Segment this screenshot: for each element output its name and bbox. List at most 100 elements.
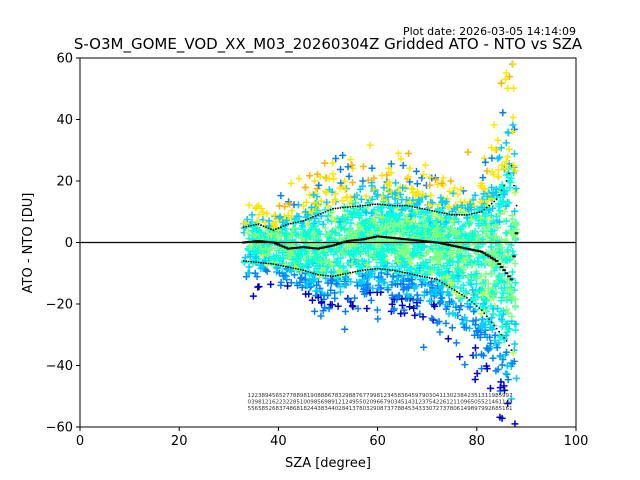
upper-stddev-marker — [475, 211, 478, 214]
scatter-point — [397, 310, 405, 318]
scatter-point — [304, 211, 312, 219]
count-label: 98 — [345, 393, 353, 399]
scatter-point — [347, 198, 355, 206]
scatter-point — [270, 211, 278, 219]
scatter-point — [299, 263, 307, 271]
lower-stddev-marker — [498, 330, 501, 333]
count-label: 90 — [310, 393, 318, 399]
lower-stddev-marker — [468, 299, 471, 301]
scatter-point — [248, 211, 256, 219]
scatter-point — [502, 139, 510, 147]
scatter-point — [507, 222, 515, 230]
upper-stddev-marker — [341, 206, 344, 209]
count-label: 36 — [401, 393, 409, 399]
scatter-point — [480, 217, 488, 225]
scatter-point — [378, 171, 386, 179]
scatter-point — [505, 73, 513, 81]
upper-stddev-marker — [309, 217, 312, 219]
count-label: 21 — [450, 400, 458, 406]
lower-stddev-marker — [292, 267, 295, 270]
scatter-point — [324, 202, 332, 210]
scatter-point — [306, 232, 314, 240]
count-label: 41 — [345, 406, 353, 412]
scatter-point — [448, 324, 456, 332]
scatter-point — [489, 354, 497, 362]
scatter-point — [506, 256, 514, 264]
scatter-point — [354, 221, 362, 229]
scatter-point — [474, 243, 482, 251]
scatter-point — [381, 215, 389, 223]
lower-stddev-marker — [337, 274, 339, 277]
lower-stddev-marker — [443, 283, 446, 285]
lower-stddev-marker — [287, 266, 290, 268]
scatter-point — [496, 153, 504, 161]
upper-stddev-marker — [282, 225, 285, 228]
scatter-point — [322, 189, 330, 197]
scatter-point — [263, 210, 271, 218]
lower-stddev-marker — [339, 273, 342, 276]
scatter-point — [411, 311, 419, 319]
scatter-point — [281, 203, 289, 211]
scatter-point — [414, 295, 422, 303]
scatter-point — [466, 303, 474, 311]
scatter-point — [474, 257, 482, 265]
scatter-point — [498, 414, 506, 422]
count-label: 12 — [248, 393, 255, 399]
scatter-point — [481, 323, 489, 331]
upper-stddev-marker — [480, 210, 483, 213]
scatter-point — [497, 144, 505, 152]
count-label: 61 — [457, 406, 465, 412]
scatter-point — [497, 244, 505, 252]
upper-stddev-marker — [272, 229, 275, 232]
scatter-point — [492, 233, 500, 241]
scatter-point — [246, 244, 254, 252]
count-label: 45 — [268, 393, 276, 399]
lower-stddev-marker — [242, 260, 245, 262]
scatter-point — [438, 270, 446, 278]
scatter-point — [322, 187, 330, 195]
scatter-point — [297, 274, 305, 282]
count-label: 96 — [464, 400, 472, 406]
scatter-point — [336, 288, 344, 296]
scatter-point — [387, 219, 395, 227]
lower-stddev-marker — [441, 281, 443, 284]
scatter-point — [454, 265, 462, 273]
scatter-point — [478, 204, 486, 212]
upper-stddev-marker — [262, 225, 265, 228]
scatter-point — [432, 233, 440, 241]
scatter-point — [241, 254, 249, 262]
lower-stddev-marker — [247, 260, 250, 263]
scatter-point — [313, 170, 321, 178]
count-label: 16 — [268, 400, 276, 406]
scatter-point — [387, 160, 395, 168]
scatter-point — [503, 305, 511, 313]
scatter-point — [484, 201, 492, 209]
lower-stddev-marker — [275, 263, 277, 266]
scatter-point — [418, 219, 426, 227]
scatter-point — [317, 258, 325, 266]
scatter-point — [442, 305, 450, 313]
scatter-point — [412, 167, 420, 175]
scatter-point — [408, 276, 416, 284]
scatter-point — [479, 174, 487, 182]
scatter-point — [339, 197, 347, 205]
scatter-point — [505, 145, 513, 153]
lower-stddev-marker — [389, 269, 391, 271]
scatter-point — [449, 299, 457, 307]
scatter-point — [477, 214, 485, 222]
scatter-point — [480, 352, 488, 360]
scatter-point — [359, 182, 367, 190]
scatter-point — [249, 259, 257, 267]
scatter-point — [442, 198, 450, 206]
count-label: 44 — [505, 400, 513, 406]
scatter-point — [404, 173, 412, 181]
count-label: 34 — [387, 393, 395, 399]
scatter-point — [397, 155, 405, 163]
scatter-point — [459, 222, 467, 230]
count-label: 30 — [429, 393, 437, 399]
scatter-point — [368, 164, 376, 172]
scatter-point — [353, 278, 361, 286]
scatter-point — [276, 269, 284, 277]
count-label: 78 — [289, 393, 297, 399]
